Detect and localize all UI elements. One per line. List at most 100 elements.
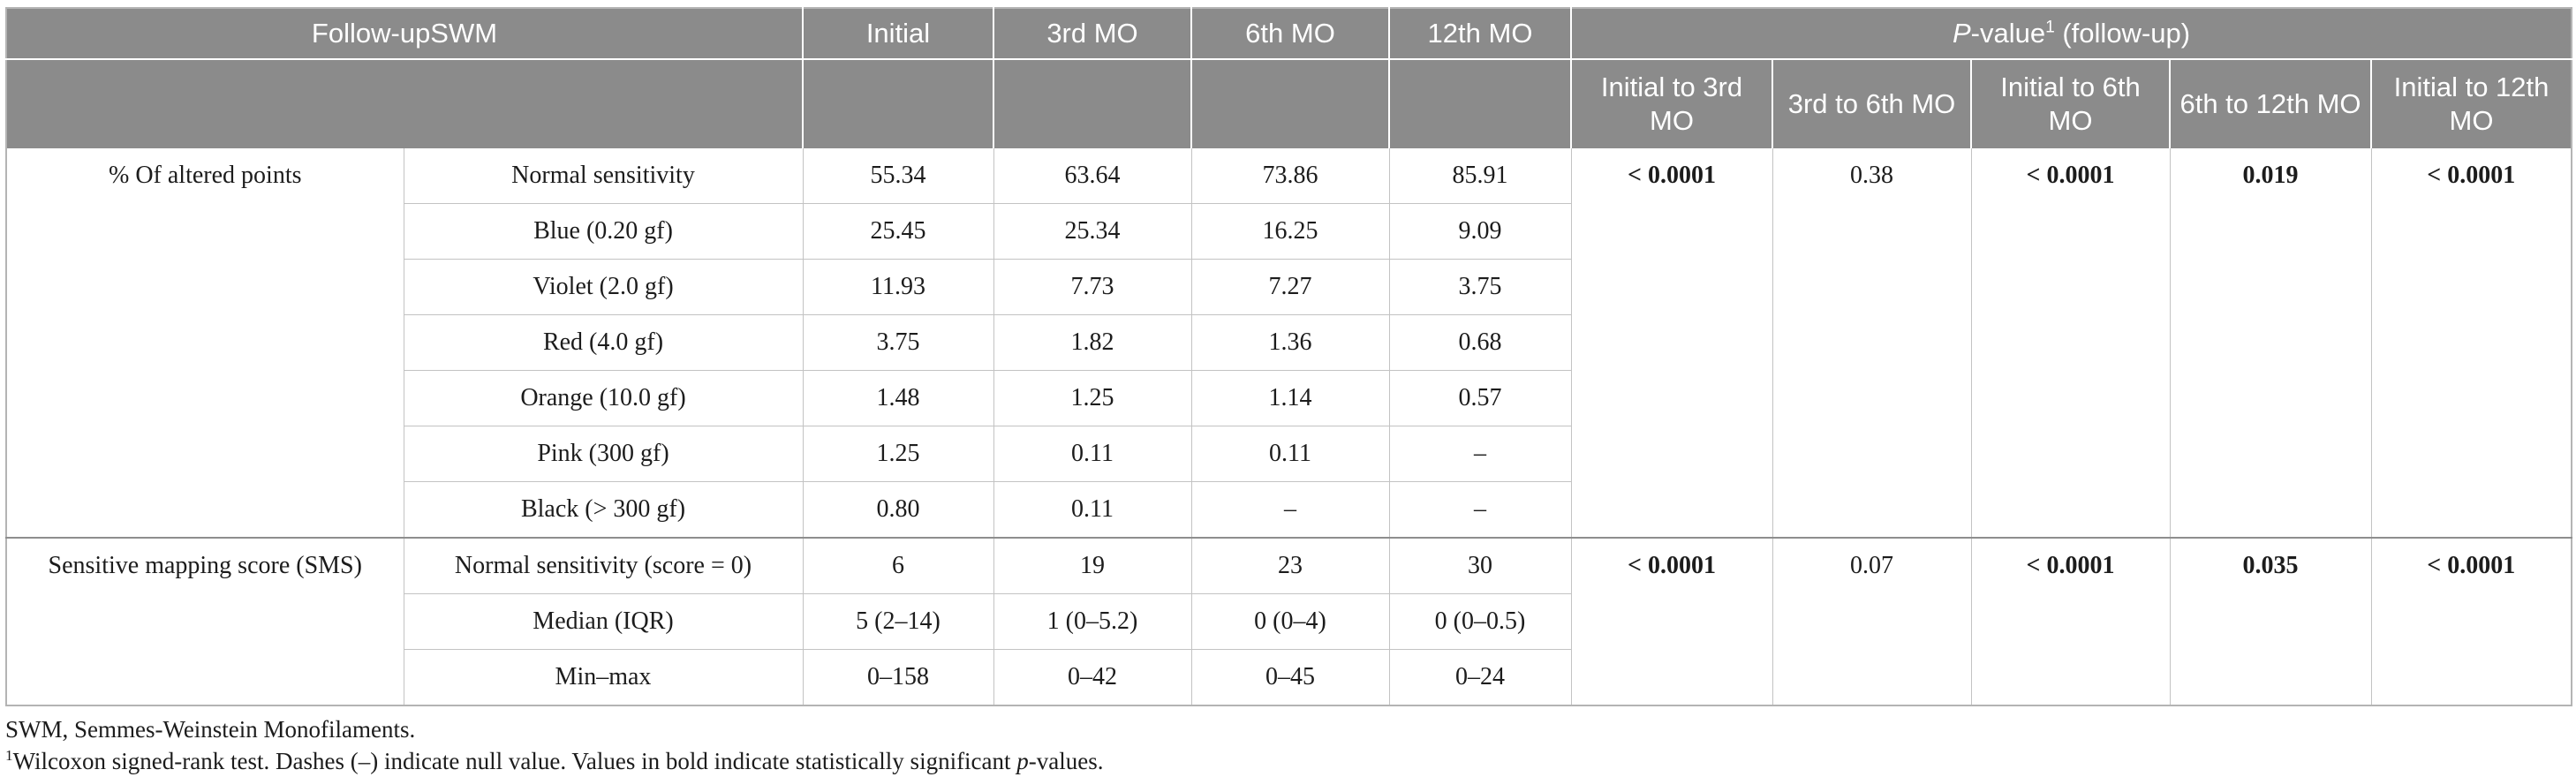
value-cell: 1.48 (803, 370, 994, 426)
value-cell: 1.14 (1191, 370, 1390, 426)
pvalue-cell: 0.035 (2170, 537, 2372, 705)
value-cell: 1.25 (803, 426, 994, 482)
pvalue: 0.07 (1850, 552, 1893, 579)
value-cell: 63.64 (993, 148, 1192, 204)
row-label-cell: Min–max (404, 649, 804, 706)
value-cell: 1 (0–5.2) (993, 593, 1192, 650)
row-label-cell: Median (IQR) (404, 593, 804, 650)
footnote-superscript: 1 (5, 746, 13, 764)
value-cell: – (1191, 481, 1390, 539)
pvalue-word: -value (1970, 18, 2046, 49)
header-pvalue-group: P-value1 (follow-up) (1571, 8, 2572, 60)
header-initial-to-6th: Initial to 6th MO (1971, 59, 2171, 148)
value-cell: 0.68 (1389, 314, 1572, 371)
row-label-cell: Black (> 300 gf) (404, 481, 804, 539)
value-cell: 73.86 (1191, 148, 1390, 204)
header-6th-mo: 6th MO (1191, 8, 1390, 60)
value-cell: 0.57 (1389, 370, 1572, 426)
footnotes: SWM, Semmes-Weinstein Monofilaments. 1Wi… (5, 714, 2576, 777)
header-3rd-to-6th: 3rd to 6th MO (1772, 59, 1972, 148)
header-3rd-mo: 3rd MO (993, 8, 1192, 60)
value-cell: 0.11 (993, 481, 1192, 539)
row-label-cell: Normal sensitivity (score = 0) (404, 537, 804, 594)
value-cell: 0.11 (1191, 426, 1390, 482)
value-cell: 0 (0–0.5) (1389, 593, 1572, 650)
header-spacer-cell (1191, 59, 1390, 148)
value-cell: 0 (0–4) (1191, 593, 1390, 650)
value-cell: 25.45 (803, 203, 994, 260)
header-spacer-cell (6, 59, 804, 148)
value-cell: 0–42 (993, 649, 1192, 706)
table-row: Median (IQR) 5 (2–14) 1 (0–5.2) 0 (0–4) … (6, 593, 2572, 650)
row-label-cell: Orange (10.0 gf) (404, 370, 804, 426)
table-row: % Of altered points Normal sensitivity 5… (6, 148, 2572, 538)
value-cell: 1.36 (1191, 314, 1390, 371)
pvalue-cell: < 0.0001 (1571, 148, 1773, 538)
value-cell: 30 (1389, 537, 1572, 594)
pvalue: < 0.0001 (1628, 552, 1716, 579)
table-row: Pink (300 gf) 1.25 0.11 0.11 – (6, 426, 2572, 482)
footnote-text: SWM, Semmes-Weinstein Monofilaments. (5, 716, 416, 743)
footnote-text: -values. (1028, 747, 1104, 774)
value-cell: 1.25 (993, 370, 1192, 426)
value-cell: 0.80 (803, 481, 994, 539)
table-row: Blue (0.20 gf) 25.45 25.34 16.25 9.09 (6, 203, 2572, 260)
group-label: Sensitive mapping score (SMS) (48, 552, 362, 579)
pvalue-italic-p: P (1952, 18, 1971, 49)
header-initial-to-12th: Initial to 12th MO (2371, 59, 2572, 148)
pvalue-cell: < 0.0001 (2371, 148, 2572, 538)
value-cell: 16.25 (1191, 203, 1390, 260)
header-followup-swm: Follow-upSWM (6, 8, 804, 60)
pvalue: 0.019 (2242, 162, 2299, 189)
header-12th-mo: 12th MO (1389, 8, 1572, 60)
footnote-italic-p: p (1016, 747, 1029, 774)
value-cell: 55.34 (803, 148, 994, 204)
pvalue: < 0.0001 (2427, 162, 2516, 189)
group-label-cell: Sensitive mapping score (SMS) (6, 537, 404, 705)
value-cell: 19 (993, 537, 1192, 594)
row-label-cell: Red (4.0 gf) (404, 314, 804, 371)
pvalue: < 0.0001 (2026, 552, 2115, 579)
value-cell: 7.27 (1191, 259, 1390, 315)
pvalue: 0.38 (1850, 162, 1893, 189)
table-row: Black (> 300 gf) 0.80 0.11 – – (6, 481, 2572, 539)
header-initial: Initial (803, 8, 994, 60)
value-cell: 6 (803, 537, 994, 594)
table-row: Violet (2.0 gf) 11.93 7.73 7.27 3.75 (6, 259, 2572, 315)
row-label-cell: Violet (2.0 gf) (404, 259, 804, 315)
row-label-cell: Normal sensitivity (404, 148, 804, 204)
pvalue-cell: < 0.0001 (1971, 537, 2171, 705)
value-cell: 0–45 (1191, 649, 1390, 706)
row-label-cell: Blue (0.20 gf) (404, 203, 804, 260)
pvalue-cell: 0.07 (1772, 537, 1972, 705)
pvalue-cell: < 0.0001 (2371, 537, 2572, 705)
header-spacer-cell (803, 59, 994, 148)
value-cell: – (1389, 426, 1572, 482)
pvalue-cell: < 0.0001 (1971, 148, 2171, 538)
footnote-abbreviation: SWM, Semmes-Weinstein Monofilaments. (5, 714, 2576, 746)
pvalue: < 0.0001 (1628, 162, 1716, 189)
pvalue-followup: (follow-up) (2054, 18, 2191, 49)
value-cell: 7.73 (993, 259, 1192, 315)
value-cell: 0–24 (1389, 649, 1572, 706)
pvalue-cell: < 0.0001 (1571, 537, 1773, 705)
pvalue-cell: 0.019 (2170, 148, 2372, 538)
value-cell: 9.09 (1389, 203, 1572, 260)
header-spacer-cell (1389, 59, 1572, 148)
footnote-statistics: 1Wilcoxon signed-rank test. Dashes (–) i… (5, 746, 2576, 777)
table-row: Sensitive mapping score (SMS) Normal sen… (6, 537, 2572, 705)
pvalue: < 0.0001 (2026, 162, 2115, 189)
pvalue: 0.035 (2242, 552, 2299, 579)
value-cell: 0–158 (803, 649, 994, 706)
value-cell: 85.91 (1389, 148, 1572, 204)
pvalue-cell: 0.38 (1772, 148, 1972, 538)
table-row: Orange (10.0 gf) 1.48 1.25 1.14 0.57 (6, 370, 2572, 426)
pvalue: < 0.0001 (2427, 552, 2516, 579)
table-row: Min–max 0–158 0–42 0–45 0–24 (6, 649, 2572, 706)
header-6th-to-12th: 6th to 12th MO (2170, 59, 2372, 148)
value-cell: 23 (1191, 537, 1390, 594)
value-cell: 5 (2–14) (803, 593, 994, 650)
header-spacer-cell (993, 59, 1192, 148)
row-label-cell: Pink (300 gf) (404, 426, 804, 482)
